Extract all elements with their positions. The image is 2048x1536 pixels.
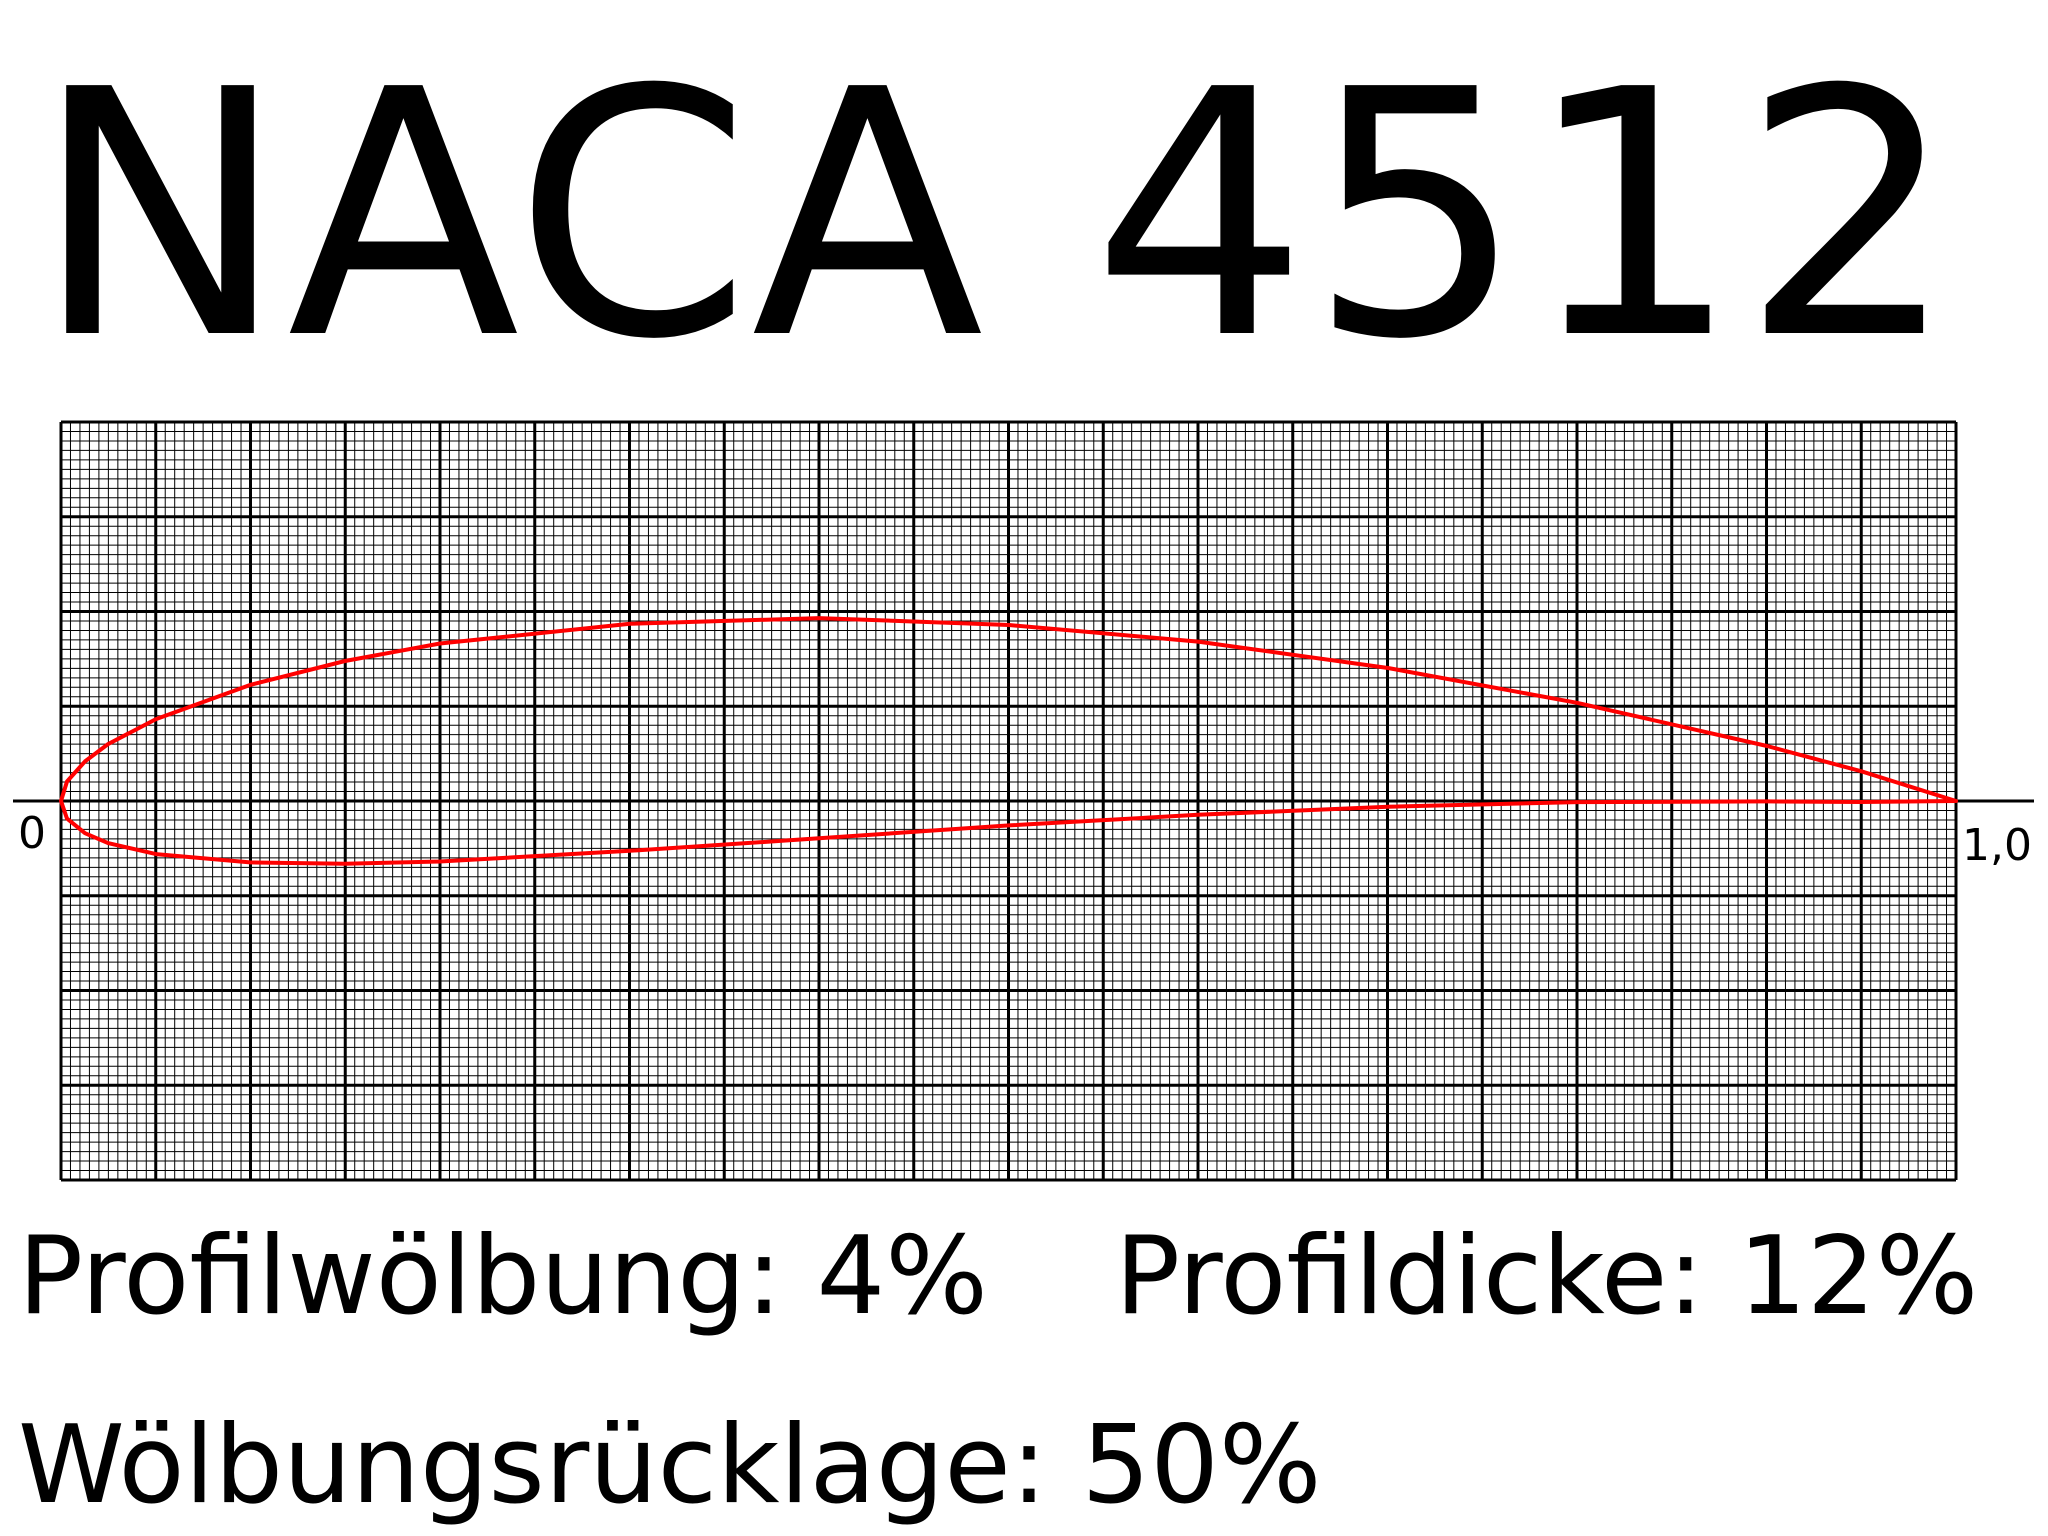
title: NACA 4512 — [33, 18, 1957, 414]
parameter-text: Profilwölbung: 4% — [18, 1214, 988, 1339]
parameter-text: Profildicke: 12% — [1115, 1214, 1978, 1339]
axis-end-label: 1,0 — [1962, 820, 2032, 871]
axis-start-label: 0 — [18, 808, 46, 859]
airfoil-profile — [59, 616, 1958, 866]
parameter-text: Wölbungsrücklage: 50% — [18, 1403, 1322, 1528]
grid-paper — [59, 420, 1958, 1182]
